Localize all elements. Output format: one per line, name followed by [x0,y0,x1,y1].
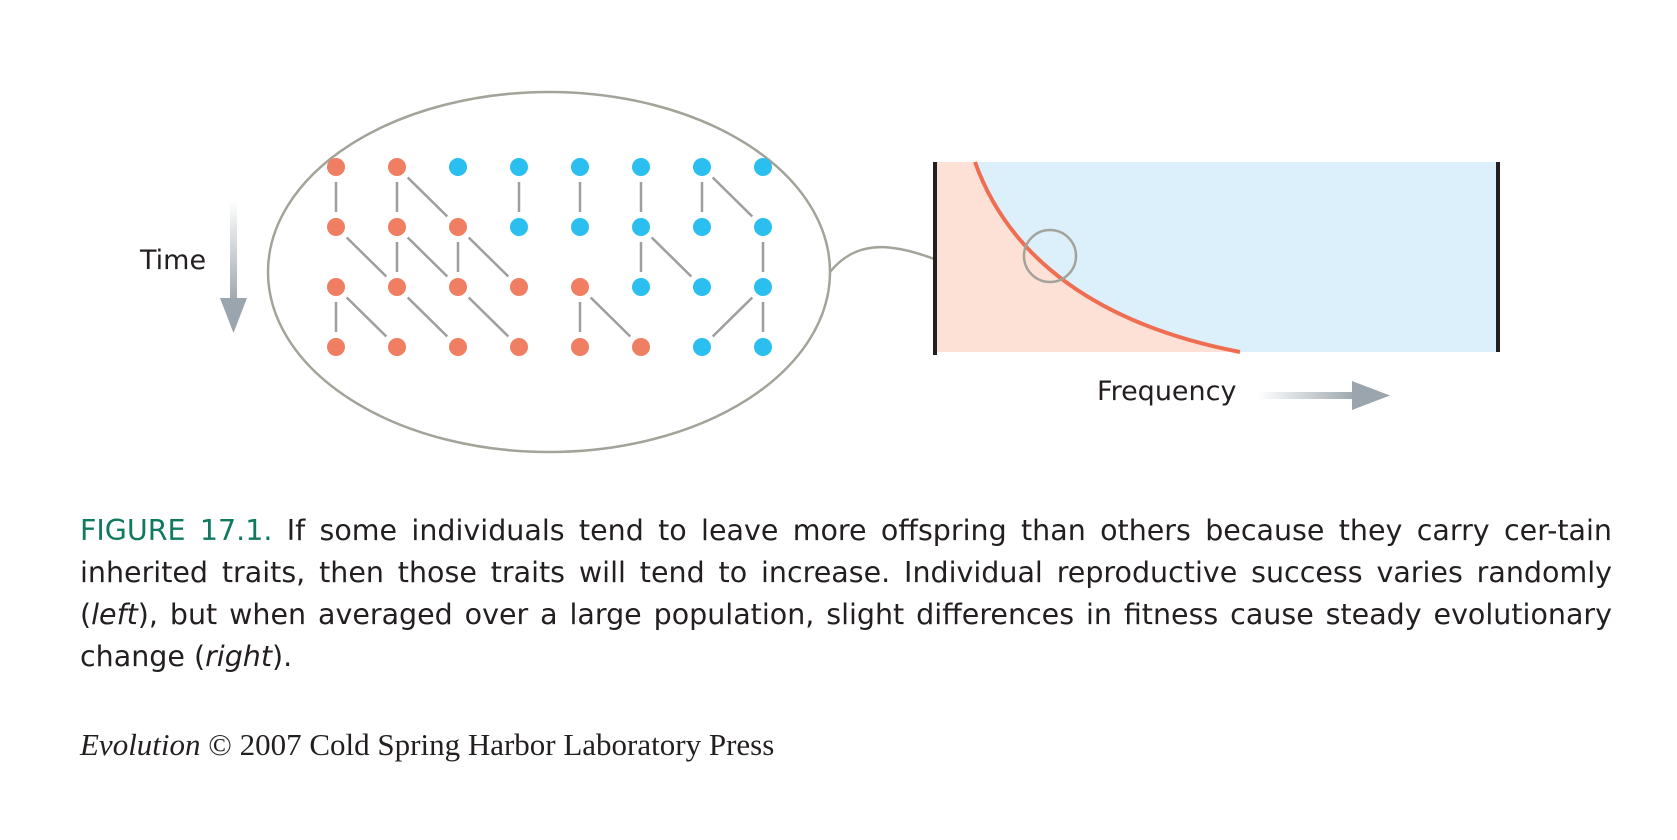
individual-trait-b [632,218,650,236]
individual-trait-a [510,278,528,296]
lineage-lines [334,176,765,338]
zoom-circle [1022,228,1078,284]
lineage-line [650,236,693,278]
population-ellipse [266,90,832,454]
figure-caption: FIGURE 17.1. If some individuals tend to… [80,510,1612,678]
individual-trait-a [327,158,345,176]
individual-trait-a [632,338,650,356]
individual-trait-b [754,278,772,296]
figure-label: FIGURE 17.1. [80,514,273,547]
frequency-curve [973,161,1241,354]
individual-trait-a [388,158,406,176]
individual-trait-a [571,338,589,356]
lineage-line [711,176,754,218]
individual-trait-b [632,158,650,176]
lineage-line [406,176,449,218]
individual-trait-a [571,278,589,296]
time-arrow-icon [220,200,247,333]
lineage-line [406,236,449,278]
individual-trait-b [571,218,589,236]
individual-trait-b [693,278,711,296]
caption-italic-left: left [91,598,138,631]
lineage-line [345,236,388,278]
individual-trait-a [327,218,345,236]
trait-a-region [935,162,1240,352]
individual-trait-b [571,158,589,176]
caption-italic-right: right [205,640,273,673]
evolution-figure: Time Frequency [139,90,1500,454]
individual-trait-b [449,158,467,176]
individual-trait-a [388,278,406,296]
lineage-line [467,296,510,338]
individual-trait-b [693,338,711,356]
book-title: Evolution [80,727,201,762]
lineage-line [711,296,754,338]
individual-trait-b [510,158,528,176]
credit-text: © 2007 Cold Spring Harbor Laboratory Pre… [200,727,775,762]
individual-trait-b [754,218,772,236]
individual-trait-b [632,278,650,296]
lineage-line [589,296,632,338]
individual-trait-b [693,218,711,236]
individual-trait-a [327,338,345,356]
caption-text-1: If some individuals tend to leave more o… [80,514,1612,631]
individual-trait-b [754,158,772,176]
lineage-line [345,296,388,338]
frequency-panel [933,161,1500,355]
frequency-arrow-icon [1258,381,1390,410]
copyright-credit: Evolution © 2007 Cold Spring Harbor Labo… [80,727,774,763]
individual-trait-a [449,338,467,356]
individual-trait-a [388,218,406,236]
individual-trait-a [327,278,345,296]
lineage-line [406,296,449,338]
individual-trait-a [449,278,467,296]
individual-trait-b [510,218,528,236]
individual-trait-b [693,158,711,176]
frequency-label: Frequency [1097,376,1237,407]
lineage-line [467,236,510,278]
individuals [327,158,772,356]
individual-trait-a [449,218,467,236]
individual-trait-a [388,338,406,356]
caption-text-3: ). [272,640,293,673]
individual-trait-b [754,338,772,356]
caption-text-2: ), but when averaged over a large popula… [80,598,1612,673]
individual-trait-a [510,338,528,356]
time-label: Time [139,245,206,276]
